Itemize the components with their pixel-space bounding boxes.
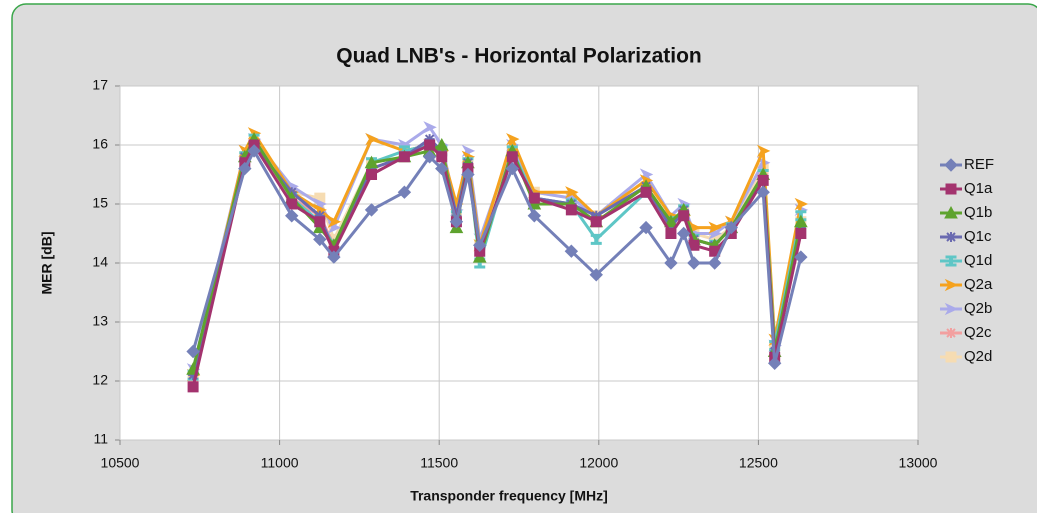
legend-label: Q2d: [964, 348, 992, 365]
legend-label: Q1b: [964, 204, 992, 221]
point-marker: [187, 381, 199, 393]
point-marker: [640, 186, 652, 198]
point-marker: [794, 250, 808, 264]
x-tick-label: 12500: [739, 455, 778, 471]
point-marker: [527, 209, 542, 223]
point-marker: [506, 132, 520, 146]
point-marker: [366, 169, 378, 180]
legend-marker: [946, 232, 956, 242]
chart-title: Quad LNB's - Horizontal Polarization: [336, 45, 702, 68]
x-tick-label: 11500: [420, 455, 458, 471]
point-marker: [327, 215, 342, 228]
point-marker: [327, 250, 341, 264]
point-marker: [565, 186, 579, 199]
point-marker: [589, 268, 603, 282]
point-marker: [314, 210, 325, 221]
legend-label: Q1c: [964, 228, 992, 245]
point-marker: [756, 144, 771, 158]
point-marker: [365, 132, 379, 146]
legend-marker: [944, 158, 958, 172]
point-marker: [364, 203, 379, 217]
point-marker: [687, 256, 701, 270]
point-marker: [794, 197, 809, 211]
legend-marker: [944, 302, 959, 316]
point-marker: [506, 151, 518, 163]
legend-marker: [944, 278, 959, 292]
legend-marker: [946, 328, 956, 338]
point-marker: [664, 214, 678, 228]
point-marker: [436, 151, 448, 163]
point-marker: [664, 256, 678, 270]
point-marker: [435, 161, 449, 176]
legend-label: Q2c: [964, 324, 992, 341]
point-marker: [313, 232, 327, 247]
legend-marker: [944, 205, 958, 219]
point-marker: [461, 167, 475, 182]
point-marker: [449, 214, 464, 229]
point-marker: [247, 144, 261, 158]
y-tick-label: 16: [92, 136, 108, 152]
legend-marker: [945, 255, 957, 267]
point-marker: [314, 216, 326, 228]
point-marker: [188, 370, 199, 381]
point-marker: [565, 204, 577, 216]
point-marker: [757, 174, 769, 186]
point-marker: [665, 222, 676, 233]
point-marker: [473, 238, 487, 253]
legend-label: Q1a: [964, 180, 993, 197]
y-tick-label: 15: [92, 195, 108, 211]
legend-label: Q2a: [964, 276, 993, 293]
point-marker: [422, 150, 437, 164]
legend-label: REF: [964, 156, 994, 173]
point-marker: [397, 185, 412, 199]
x-axis-label: Transponder frequency [MHz]: [410, 488, 608, 504]
point-marker: [756, 185, 770, 199]
point-marker: [528, 192, 540, 204]
point-marker: [364, 155, 379, 169]
point-marker: [434, 137, 449, 151]
y-tick-label: 14: [92, 254, 108, 270]
point-marker: [398, 151, 410, 163]
x-tick-label: 13000: [899, 455, 938, 471]
y-tick-label: 11: [93, 431, 108, 447]
legend-label: Q2b: [964, 300, 992, 317]
x-tick-label: 10500: [101, 455, 140, 471]
point-marker: [423, 121, 437, 134]
x-tick-label: 11000: [261, 455, 299, 471]
y-tick-label: 17: [92, 77, 108, 93]
point-marker: [505, 161, 520, 176]
legend-label: Q1d: [964, 252, 992, 269]
point-marker: [590, 233, 602, 245]
point-marker: [285, 209, 299, 223]
y-tick-label: 13: [92, 313, 108, 329]
point-marker: [238, 161, 252, 176]
point-marker: [676, 226, 691, 241]
legend-marker: [945, 351, 957, 363]
point-marker: [186, 344, 200, 359]
point-marker: [794, 214, 808, 228]
point-marker: [724, 220, 738, 235]
point-marker: [639, 220, 653, 235]
x-tick-label: 12000: [579, 455, 618, 471]
point-marker: [709, 245, 721, 257]
point-marker: [366, 163, 377, 174]
point-marker: [708, 221, 722, 234]
point-marker: [678, 210, 690, 222]
point-marker: [665, 228, 677, 239]
point-marker: [795, 228, 807, 239]
legend-marker: [945, 183, 957, 195]
point-marker: [707, 256, 722, 270]
y-tick-label: 12: [92, 372, 108, 388]
point-marker: [590, 216, 602, 228]
point-marker: [424, 139, 436, 151]
y-axis-label: MER [dB]: [39, 232, 55, 295]
point-marker: [564, 244, 579, 258]
point-marker: [767, 356, 782, 371]
